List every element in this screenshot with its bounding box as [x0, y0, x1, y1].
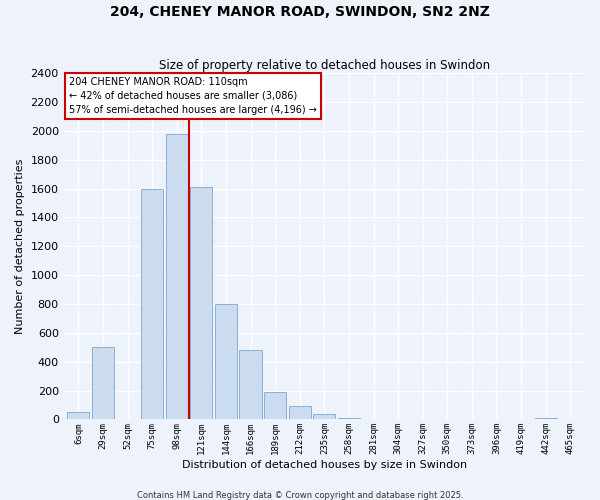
Bar — [92, 348, 114, 420]
Text: 204, CHENEY MANOR ROAD, SWINDON, SN2 2NZ: 204, CHENEY MANOR ROAD, SWINDON, SN2 2NZ — [110, 5, 490, 19]
Bar — [313, 414, 335, 420]
Bar — [190, 187, 212, 420]
Text: Contains HM Land Registry data © Crown copyright and database right 2025.: Contains HM Land Registry data © Crown c… — [137, 490, 463, 500]
Y-axis label: Number of detached properties: Number of detached properties — [15, 158, 25, 334]
Bar — [289, 406, 311, 420]
Bar — [239, 350, 262, 420]
Bar — [535, 418, 557, 420]
Bar — [141, 188, 163, 420]
Bar — [264, 392, 286, 419]
Text: 204 CHENEY MANOR ROAD: 110sqm
← 42% of detached houses are smaller (3,086)
57% o: 204 CHENEY MANOR ROAD: 110sqm ← 42% of d… — [69, 76, 317, 114]
Bar — [67, 412, 89, 420]
Bar — [362, 418, 385, 420]
X-axis label: Distribution of detached houses by size in Swindon: Distribution of detached houses by size … — [182, 460, 467, 470]
Title: Size of property relative to detached houses in Swindon: Size of property relative to detached ho… — [159, 59, 490, 72]
Bar — [166, 134, 188, 420]
Bar — [215, 304, 237, 420]
Bar — [338, 418, 360, 420]
